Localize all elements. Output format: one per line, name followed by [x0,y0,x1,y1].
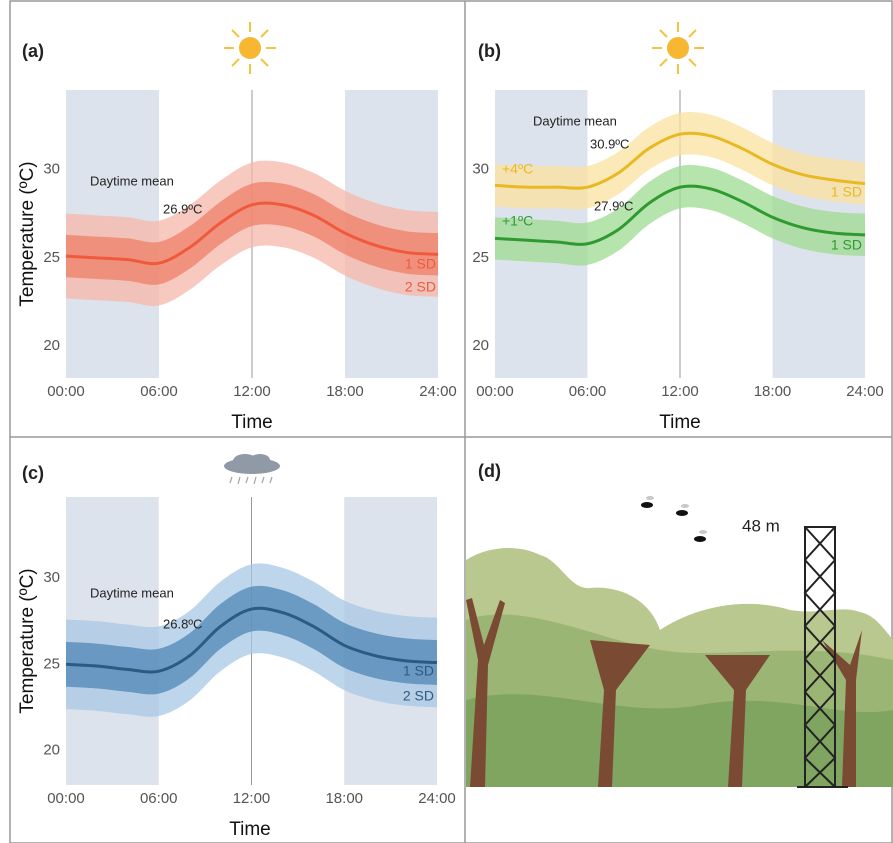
x-tick-label: 24:00 [418,790,456,807]
y-tick-label: 30 [43,160,60,177]
annotation: Daytime mean [533,113,617,128]
x-tick-label: 06:00 [140,790,178,807]
height-label: 48 m [742,516,780,535]
forest-illustration [466,496,893,788]
y-tick-label: 25 [472,249,489,266]
band-label: 2 SD [403,688,434,704]
band-label: 1 SD [831,184,862,200]
y-tick-label: 25 [43,249,60,266]
y-tick-label: 30 [43,569,60,586]
band-label: 1 SD [403,663,434,679]
mean-line [494,184,866,246]
x-tick-label: 24:00 [419,383,457,400]
x-axis-label: Time [659,412,701,433]
sun-icon [224,22,276,74]
sd-band [66,181,438,285]
x-tick-label: 18:00 [325,790,363,807]
x-tick-label: 00:00 [47,790,85,807]
rain-cloud-icon [224,454,280,485]
x-tick-label: 12:00 [233,383,271,400]
band-label: 1 SD [405,256,436,272]
annotation: 26.8ºC [163,616,202,631]
annotation: 30.9ºC [590,136,629,151]
y-tick-label: 20 [472,337,489,354]
series-label: +1ºC [502,213,533,229]
y-tick-label: 20 [43,741,60,758]
sd-band [495,111,865,210]
mean-line [494,131,866,190]
y-tick-label: 25 [43,655,60,672]
x-tick-label: 06:00 [569,383,607,400]
y-axis-label: Temperature (ºC) [17,568,38,713]
y-axis-label: Temperature (ºC) [17,161,38,306]
x-tick-label: 18:00 [326,383,364,400]
panel-label: (d) [478,461,501,481]
annotation: Daytime mean [90,173,174,188]
series-label: +4ºC [502,161,533,177]
panel-label: (a) [22,41,44,61]
x-tick-label: 06:00 [140,383,178,400]
sd-band [495,164,865,266]
mean-line [65,606,438,674]
annotation: 26.9ºC [163,201,202,216]
x-axis-label: Time [231,412,273,433]
x-tick-label: 18:00 [754,383,792,400]
band-label: 1 SD [831,237,862,253]
panel-label: (b) [478,41,501,61]
annotation: 27.9ºC [594,198,633,213]
annotation: Daytime mean [90,585,174,600]
x-axis-label: Time [229,819,271,840]
panel-label: (c) [22,463,44,483]
panel-frames [9,0,893,843]
x-tick-label: 12:00 [233,790,271,807]
x-tick-label: 24:00 [846,383,884,400]
sun-icon [652,22,704,74]
mean-line [65,201,439,266]
x-tick-label: 00:00 [476,383,514,400]
x-tick-label: 12:00 [661,383,699,400]
band-label: 2 SD [405,279,436,295]
y-tick-label: 20 [43,337,60,354]
y-tick-label: 30 [472,160,489,177]
sd-band [66,585,437,695]
x-tick-label: 00:00 [47,383,85,400]
